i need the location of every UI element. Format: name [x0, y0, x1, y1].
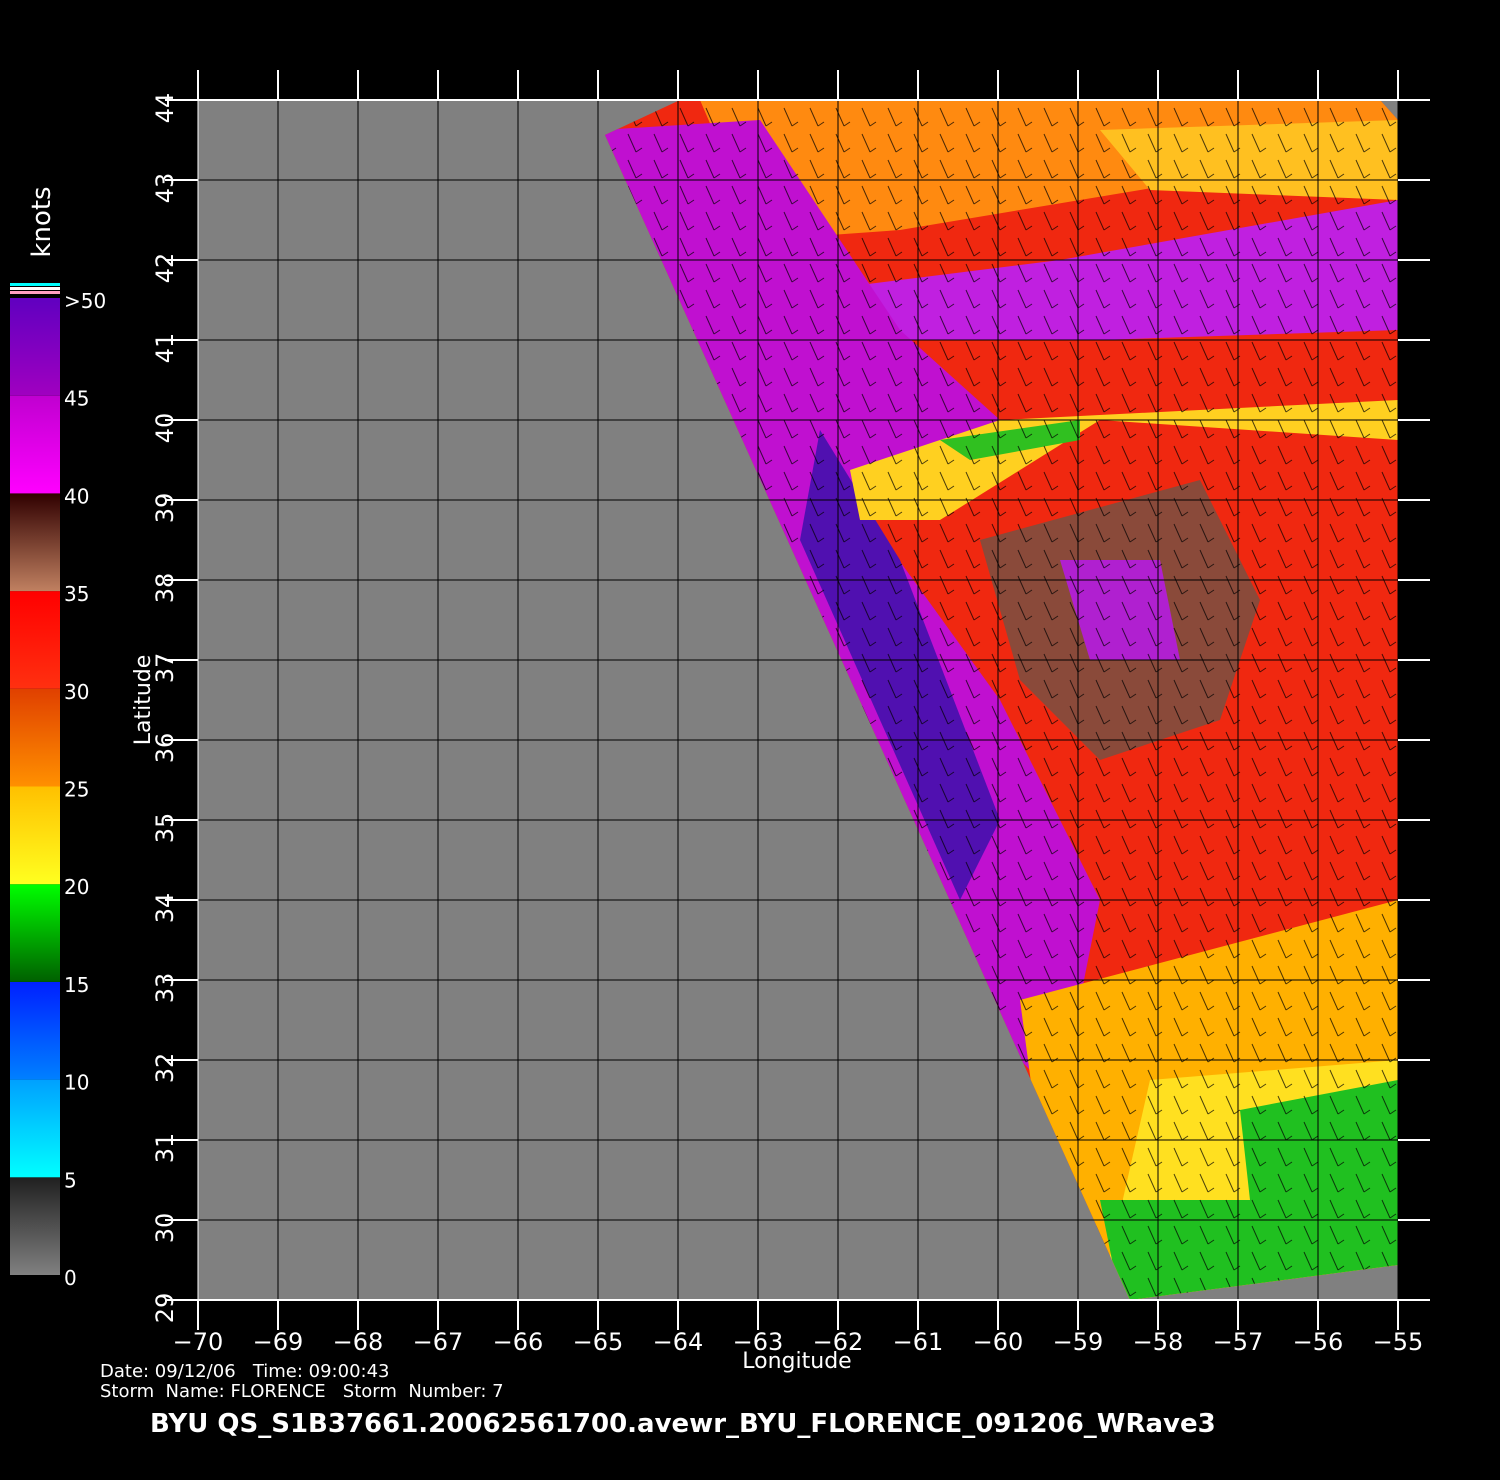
- y-tick-label: 33: [151, 973, 179, 1004]
- colorbar-segment: [10, 395, 60, 494]
- colorbar-tick-label: 35: [64, 582, 89, 606]
- colorbar-tick-label: 25: [64, 778, 89, 802]
- colorbar-tick-label: 5: [64, 1168, 77, 1192]
- colorbar-tick-label: 45: [64, 387, 89, 411]
- x-tick-label: −70: [173, 1328, 224, 1356]
- y-tick-label: 37: [151, 653, 179, 684]
- colorbar-segment: [10, 591, 60, 689]
- x-tick-label: −60: [973, 1328, 1024, 1356]
- colorbar-tick-label: 20: [64, 875, 89, 899]
- y-tick-label: 30: [151, 1213, 179, 1244]
- x-tick-label: −65: [573, 1328, 624, 1356]
- colorbar-label: knots: [27, 186, 57, 257]
- y-tick-label: 38: [151, 573, 179, 604]
- x-tick-label: −64: [653, 1328, 704, 1356]
- colorbar-segment: [10, 786, 60, 885]
- file-title: BYU QS_S1B37661.20062561700.avewr_BYU_FL…: [150, 1409, 1216, 1439]
- storm-line: Storm Name: FLORENCE Storm Number: 7: [100, 1381, 504, 1402]
- colorbar-tick-label: 30: [64, 680, 89, 704]
- y-tick-label: 35: [151, 813, 179, 844]
- x-tick-label: −59: [1053, 1328, 1104, 1356]
- x-tick-label: −62: [813, 1328, 864, 1356]
- y-tick-label: 43: [151, 173, 179, 204]
- x-tick-label: −66: [493, 1328, 544, 1356]
- colorbar-tick-label: 0: [64, 1266, 77, 1290]
- x-tick-label: −68: [333, 1328, 384, 1356]
- colorbar-segment: [10, 298, 60, 396]
- colorbar-segment: [10, 1079, 60, 1178]
- x-tick-label: −56: [1293, 1328, 1344, 1356]
- x-tick-label: −57: [1213, 1328, 1264, 1356]
- x-axis-label: Longitude: [742, 1349, 851, 1374]
- y-tick-label: 39: [151, 493, 179, 524]
- y-tick-label: 34: [151, 893, 179, 924]
- colorbar-segment: [10, 981, 60, 1080]
- x-tick-label: −69: [253, 1328, 304, 1356]
- colorbar: knots 0 5 10 15 20 25 30 35 40 45 >50: [10, 186, 106, 1290]
- colorbar-segment: [10, 884, 60, 982]
- y-tick-label: 41: [151, 333, 179, 364]
- x-tick-label: −61: [893, 1328, 944, 1356]
- colorbar-tick-label: 15: [64, 973, 89, 997]
- colorbar-segment: [10, 1177, 60, 1275]
- x-tick-label: −63: [733, 1328, 784, 1356]
- colorbar-tick-label: 10: [64, 1071, 89, 1095]
- colorbar-segment: [10, 493, 60, 592]
- grid: [197, 99, 1399, 1301]
- y-tick-label: 36: [151, 733, 179, 764]
- date-line: Date: 09/12/06 Time: 09:00:43: [100, 1361, 390, 1382]
- x-tick-label: −67: [413, 1328, 464, 1356]
- colorbar-tick-label: >50: [64, 289, 106, 313]
- x-tick-label: −58: [1133, 1328, 1184, 1356]
- y-tick-label: 29: [151, 1293, 179, 1324]
- y-tick-label: 44: [151, 93, 179, 124]
- x-tick-label: −55: [1373, 1328, 1424, 1356]
- y-tick-label: 31: [151, 1133, 179, 1164]
- y-tick-label: 42: [151, 253, 179, 284]
- y-tick-label: 40: [151, 413, 179, 444]
- y-axis-label: Latitude: [131, 655, 156, 746]
- colorbar-segment: [10, 688, 60, 787]
- y-tick-label: 32: [151, 1053, 179, 1084]
- axes: −70 −69 −68 −67 −66 −65 −64 −63 −62 −61 −60 −59 −58 −…: [151, 70, 1430, 1356]
- colorbar-tick-label: 40: [64, 484, 89, 508]
